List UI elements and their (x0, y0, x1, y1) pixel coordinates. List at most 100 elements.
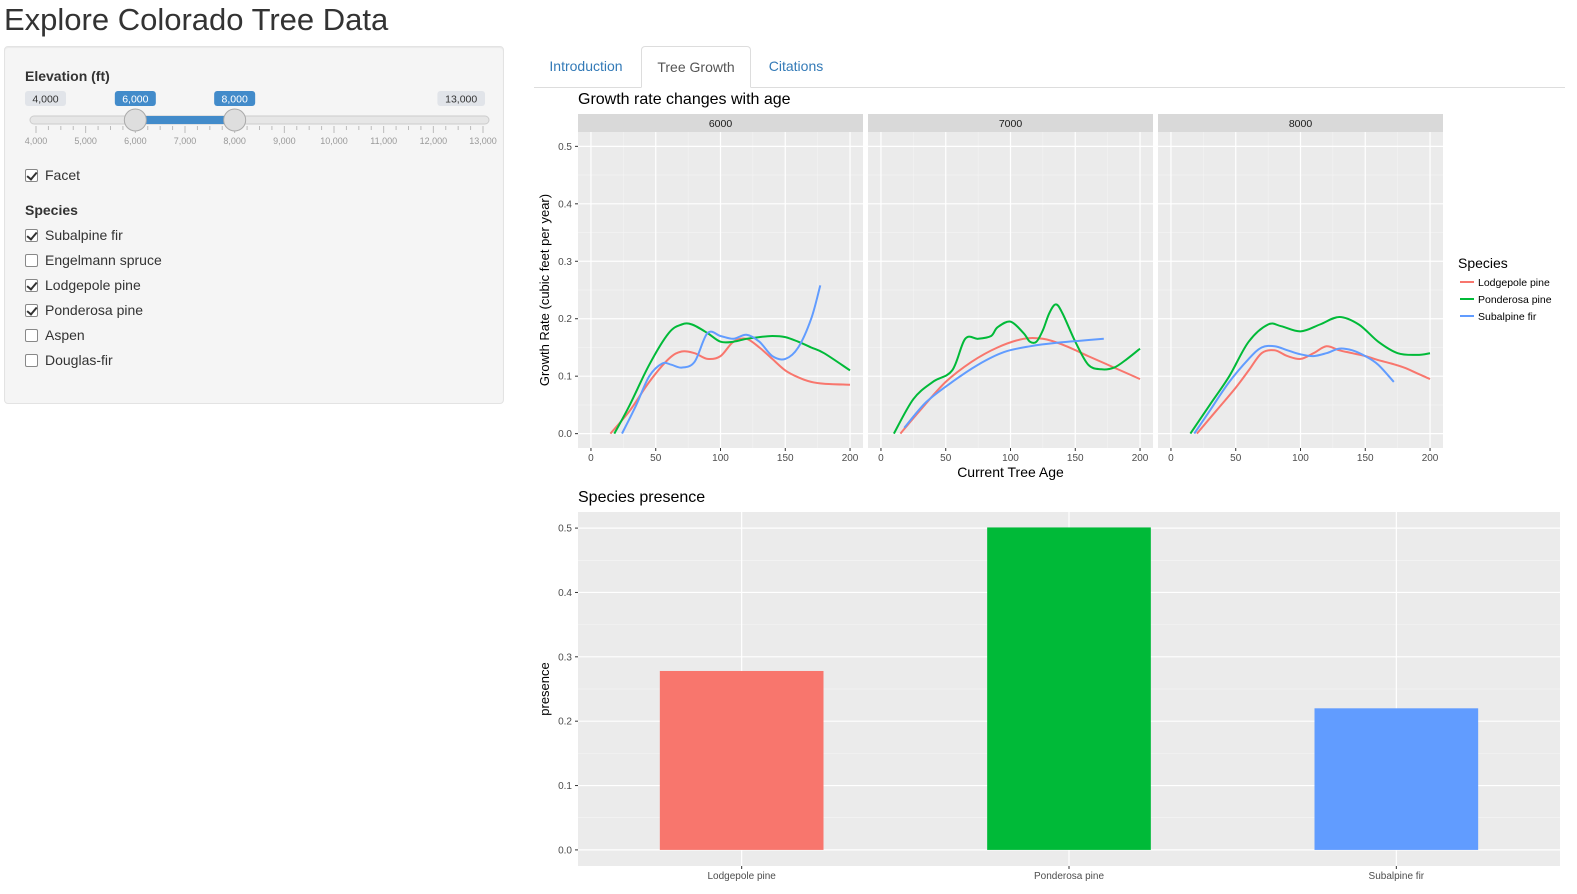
y-tick-label: 0.3 (558, 257, 572, 268)
species-label: Species (25, 202, 78, 218)
series-line-ponderosa-pine (1189, 315, 1431, 435)
legend-label-subalpine-fir: Subalpine fir (1478, 311, 1537, 323)
tab-bar: Introduction Tree Growth Citations (534, 46, 1565, 88)
species-checkbox-label: Lodgepole pine (45, 277, 141, 293)
presence-chart-title: Species presence (578, 489, 705, 506)
y-tick-label: 0.5 (558, 142, 572, 153)
legend-label-ponderosa-pine: Ponderosa pine (1478, 294, 1552, 306)
x-tick-label: Ponderosa pine (1034, 871, 1104, 882)
species-checkbox-label: Engelmann spruce (45, 252, 162, 268)
facet-strip-label: 6000 (709, 118, 733, 130)
slider-to-badge-bg (214, 91, 256, 106)
x-tick-label: 150 (1357, 453, 1374, 464)
slider-max-badge: 13,000 (437, 91, 485, 106)
slider-tick-label: 8,000 (223, 136, 246, 146)
bar-ponderosa-pine (987, 527, 1151, 850)
slider-tick-label: 5,000 (74, 136, 97, 146)
slider-min-badge-text: 4,000 (32, 94, 58, 106)
x-tick-label: Subalpine fir (1369, 871, 1425, 882)
slider-handle-to[interactable] (223, 108, 247, 132)
slider-from-badge-text: 6,000 (122, 94, 148, 106)
growth-x-axis-label: Current Tree Age (957, 464, 1064, 480)
y-tick-label: 0.5 (558, 524, 572, 535)
series-line-lodgepole-pine (899, 336, 1141, 435)
species-checkbox-ponderosa-pine[interactable]: Ponderosa pine (25, 300, 143, 320)
y-tick-label: 0.0 (558, 845, 572, 856)
species-checkbox-aspen[interactable]: Aspen (25, 325, 85, 345)
species-checkbox-box[interactable] (25, 353, 38, 367)
species-checkbox-douglas-fir[interactable]: Douglas-fir (25, 350, 113, 370)
species-checkbox-box[interactable] (25, 303, 38, 317)
slider-from-badge-bg (114, 91, 156, 106)
facet-strip-label: 8000 (1289, 118, 1313, 130)
species-checkbox-label: Aspen (45, 327, 85, 343)
x-tick-label: 100 (712, 453, 729, 464)
slider-tick-label: 12,000 (420, 136, 448, 146)
x-tick-label: 100 (1292, 453, 1309, 464)
species-checkbox-label: Ponderosa pine (45, 302, 144, 318)
y-tick-label: 0.0 (558, 429, 572, 440)
slider-max-badge-bg (437, 91, 485, 106)
tab-tree-growth[interactable]: Tree Growth (641, 46, 751, 88)
bar-lodgepole-pine (659, 670, 824, 850)
facet-strip (868, 114, 1153, 132)
facet-checkbox-box[interactable] (25, 168, 38, 182)
slider-to-badge-text: 8,000 (222, 94, 248, 106)
page-title: Explore Colorado Tree Data (4, 2, 389, 37)
tab-citations[interactable]: Citations (768, 58, 824, 74)
species-checkbox-subalpine-fir[interactable]: Subalpine fir (25, 225, 123, 245)
x-tick-label: 100 (1002, 453, 1019, 464)
facet-panel-8000: 8000 0 50 100 150 200 (1158, 114, 1443, 464)
species-checkbox-lodgepole-pine[interactable]: Lodgepole pine (25, 275, 141, 295)
species-checkbox-engelmann-spruce[interactable]: Engelmann spruce (25, 250, 162, 270)
x-tick-label: 50 (940, 453, 952, 464)
species-checkbox-box[interactable] (25, 228, 38, 242)
facet-panel-6000: 6000 0 50 100 150 200 (578, 114, 863, 464)
legend-title: Species (1458, 255, 1508, 271)
x-tick-label: 150 (1067, 453, 1084, 464)
slider-tick-label: 7,000 (174, 136, 197, 146)
series-line-subalpine-fir (621, 285, 822, 435)
species-checkbox-box[interactable] (25, 278, 38, 292)
x-tick-label: 200 (842, 453, 859, 464)
species-checkbox-box[interactable] (25, 253, 38, 267)
slider-from-badge: 6,000 (114, 91, 156, 106)
y-tick-label: 0.3 (558, 652, 572, 663)
x-tick-label: 150 (777, 453, 794, 464)
y-tick-label: 0.4 (558, 588, 572, 599)
elevation-slider-graphic[interactable]: 4,000 5,000 6,000 7,000 8,000 9,000 10,000 11,0… (5, 47, 505, 157)
slider-min-badge: 4,000 (25, 91, 66, 106)
slider-to-badge: 8,000 (214, 91, 256, 106)
y-tick-label: 0.2 (558, 314, 572, 325)
y-tick-label: 0.1 (558, 372, 572, 383)
species-checkbox-box[interactable] (25, 328, 38, 342)
y-tick-label: 0.2 (558, 717, 572, 728)
x-tick-label: 200 (1132, 453, 1149, 464)
series-line-subalpine-fir (1193, 344, 1395, 435)
facet-checkbox-label: Facet (45, 167, 81, 183)
slider-handle-from[interactable] (123, 108, 147, 132)
slider-tick-label: 13,000 (469, 136, 497, 146)
slider-range-bar (135, 116, 235, 124)
sidebar-panel: Elevation (ft) 4,000 5,000 6,000 7,000 8,000… (4, 46, 504, 404)
facet-strip (578, 114, 863, 132)
growth-chart-title: Growth rate changes with age (578, 91, 791, 108)
facet-strip (1158, 114, 1443, 132)
x-tick-label: 0 (588, 453, 594, 464)
elevation-slider[interactable]: 4,000 5,000 6,000 7,000 8,000 9,000 10,000 11,0… (5, 47, 505, 157)
slider-tick-label: 10,000 (320, 136, 348, 146)
slider-tick-label: 9,000 (273, 136, 296, 146)
growth-y-axis-label: Growth Rate (cubic feet per year) (537, 194, 552, 386)
x-tick-label: 0 (878, 453, 884, 464)
facet-checkbox[interactable]: Facet (25, 165, 80, 185)
species-presence-chart: Species presence 0.0 0.1 0.2 0.3 0.4 0.5 Lodgep… (537, 489, 1560, 882)
slider-max-badge-text: 13,000 (445, 94, 477, 106)
slider-tick-label: 4,000 (25, 136, 48, 146)
x-tick-label: 50 (650, 453, 662, 464)
growth-rate-chart: Growth rate changes with age 0.0 0.1 0.2 0.3… (537, 91, 1552, 480)
x-tick-label: 200 (1422, 453, 1439, 464)
tab-introduction[interactable]: Introduction (549, 58, 623, 74)
x-tick-label: Lodgepole pine (707, 871, 776, 882)
y-tick-label: 0.1 (558, 781, 572, 792)
facet-strip-label: 7000 (999, 118, 1023, 130)
